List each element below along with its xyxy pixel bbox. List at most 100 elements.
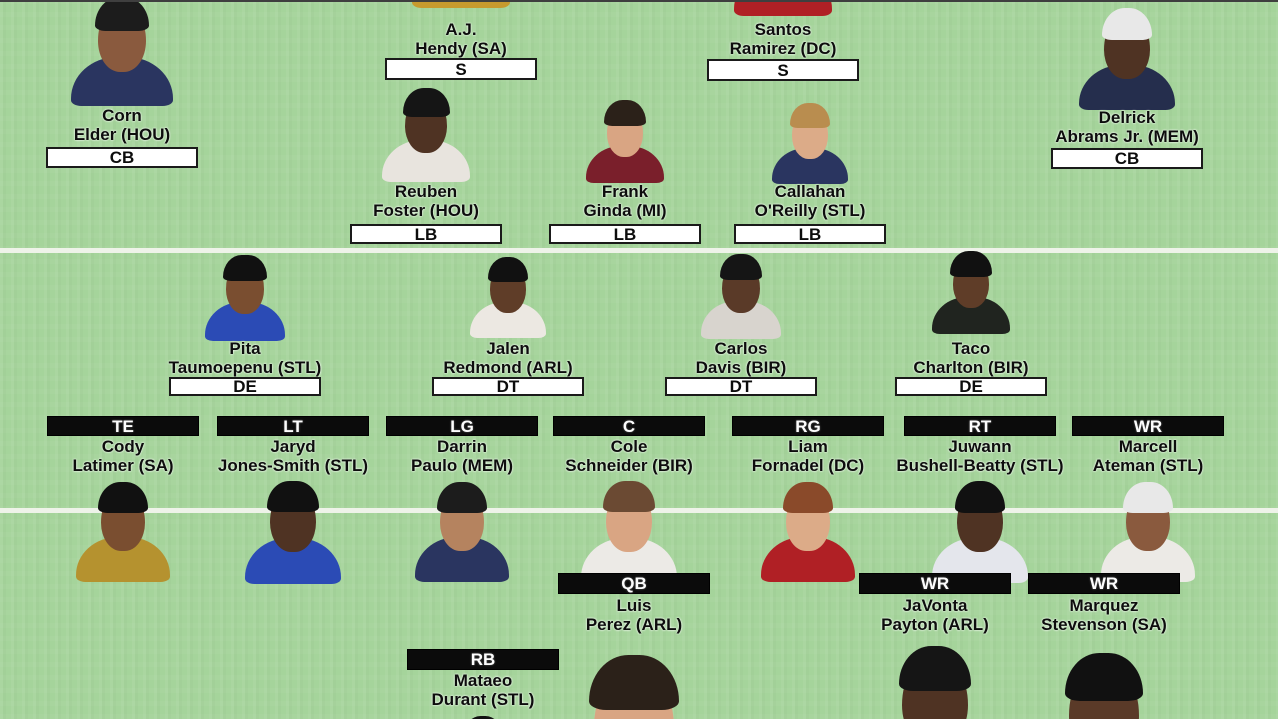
avatar-hair <box>1101 8 1153 40</box>
player-last-name-team: Perez (ARL) <box>585 615 683 634</box>
player-first-name: Darrin <box>436 437 488 456</box>
player-photo-santos-ramirez <box>727 0 839 16</box>
position-badge-carlos-davis: DT <box>665 377 817 396</box>
position-badge-cody-latimer: TE <box>47 416 199 436</box>
position-badge-label: CB <box>109 148 135 167</box>
player-last-name-team: Elder (HOU) <box>73 125 171 144</box>
player-name-corn-elder: Corn Elder (HOU) <box>0 106 252 144</box>
player-first-name: Frank <box>601 182 649 201</box>
player-name-delrick-abrams-jr: Delrick Abrams Jr. (MEM) <box>997 108 1257 146</box>
avatar-hair <box>604 100 646 126</box>
player-photo-mataeo-durant <box>443 711 523 719</box>
player-name-carlos-davis: Carlos Davis (BIR) <box>611 339 871 377</box>
position-badge-label: CB <box>1114 149 1140 168</box>
player-photo-jalen-redmond <box>465 252 551 338</box>
player-photo-aj-hendy <box>405 0 517 8</box>
avatar-hair <box>98 482 148 514</box>
position-badge-jalen-redmond: DT <box>432 377 584 396</box>
avatar-hair <box>487 257 529 283</box>
player-name-mataeo-durant: Mataeo Durant (STL) <box>353 671 613 709</box>
player-first-name: Jaryd <box>270 437 316 456</box>
player-last-name-team: Davis (BIR) <box>695 358 787 377</box>
player-first-name: Reuben <box>394 182 458 201</box>
player-photo-pita-taumoepenu <box>199 249 291 341</box>
player-name-javonta-payton: JaVonta Payton (ARL) <box>805 596 1065 634</box>
player-name-reuben-foster: Reuben Foster (HOU) <box>296 182 556 220</box>
position-badge-label: LB <box>613 224 637 244</box>
player-last-name-team: Ramirez (DC) <box>729 39 837 58</box>
player-last-name-team: Redmond (ARL) <box>443 358 573 377</box>
avatar-jersey <box>733 0 833 16</box>
avatar-hair <box>954 481 1006 513</box>
avatar-hair <box>402 88 450 117</box>
player-first-name: Corn <box>102 106 142 125</box>
avatar-hair <box>898 646 972 692</box>
position-badge-label: RB <box>470 650 496 669</box>
player-last-name-team: Abrams Jr. (MEM) <box>1055 127 1199 146</box>
player-first-name: JaVonta <box>902 596 968 615</box>
player-photo-reuben-foster <box>376 82 476 182</box>
position-badge-label: LB <box>798 224 822 244</box>
player-first-name: A.J. <box>445 20 477 39</box>
position-badge-cole-schneider: C <box>553 416 705 436</box>
player-photo-delrick-abrams-jr <box>1073 2 1181 110</box>
avatar-hair <box>223 254 267 282</box>
position-badge-label: QB <box>621 574 647 593</box>
player-name-luis-perez: Luis Perez (ARL) <box>504 596 764 634</box>
avatar-hair <box>589 655 679 711</box>
avatar-hair <box>437 482 487 514</box>
position-badge-santos-ramirez: S <box>707 59 859 81</box>
player-last-name-team: Charlton (BIR) <box>913 358 1029 377</box>
player-last-name-team: Hendy (SA) <box>415 39 507 58</box>
avatar-hair <box>603 480 655 513</box>
position-badge-label: DT <box>729 377 753 396</box>
position-badge-marquez-stevenson: WR <box>1028 573 1180 594</box>
position-badge-label: C <box>622 416 636 436</box>
player-first-name: Cody <box>101 437 145 456</box>
player-photo-jaryd-jones-smith <box>238 474 348 584</box>
position-badge-luis-perez: QB <box>558 573 710 594</box>
avatar-hair <box>1065 652 1143 701</box>
player-first-name: Marcell <box>1118 437 1178 456</box>
player-first-name: Taco <box>951 339 991 358</box>
position-badge-mataeo-durant: RB <box>407 649 559 670</box>
player-photo-marcell-ateman <box>1095 476 1201 582</box>
player-name-pita-taumoepenu: Pita Taumoepenu (STL) <box>115 339 375 377</box>
player-name-santos-ramirez: Santos Ramirez (DC) <box>653 20 913 58</box>
player-first-name: Luis <box>616 596 652 615</box>
player-name-darrin-paulo: Darrin Paulo (MEM) <box>332 437 592 475</box>
avatar-hair <box>464 715 502 719</box>
player-last-name-team: Taumoepenu (STL) <box>168 358 322 377</box>
player-photo-cole-schneider <box>574 474 684 584</box>
avatar-hair <box>950 251 992 277</box>
player-photo-javonta-payton <box>858 637 1013 719</box>
position-badge-jaryd-jones-smith: LT <box>217 416 369 436</box>
player-photo-carlos-davis <box>696 249 786 339</box>
player-last-name-team: Schneider (BIR) <box>565 456 693 475</box>
position-badge-marcell-ateman: WR <box>1072 416 1224 436</box>
player-name-frank-ginda: Frank Ginda (MI) <box>495 182 755 220</box>
player-name-cole-schneider: Cole Schneider (BIR) <box>499 437 759 475</box>
avatar-hair <box>789 103 831 129</box>
avatar-jersey <box>411 0 511 8</box>
position-badge-delrick-abrams-jr: CB <box>1051 148 1203 169</box>
player-name-jalen-redmond: Jalen Redmond (ARL) <box>378 339 638 377</box>
player-last-name-team: Fornadel (DC) <box>751 456 865 475</box>
position-badge-aj-hendy: S <box>385 58 537 80</box>
position-badge-liam-fornadel: RG <box>732 416 884 436</box>
player-first-name: Callahan <box>774 182 846 201</box>
player-last-name-team: Jones-Smith (STL) <box>217 456 369 475</box>
player-last-name-team: Paulo (MEM) <box>411 456 513 475</box>
position-badge-reuben-foster: LB <box>350 224 502 244</box>
player-first-name: Delrick <box>1098 108 1156 127</box>
player-name-marcell-ateman: Marcell Ateman (STL) <box>1018 437 1278 475</box>
player-last-name-team: Latimer (SA) <box>72 456 174 475</box>
position-badge-label: DE <box>959 377 983 396</box>
position-badge-corn-elder: CB <box>46 147 198 168</box>
player-name-callahan-oreilly: Callahan O'Reilly (STL) <box>680 182 940 220</box>
position-badge-label: RG <box>795 416 821 436</box>
position-badge-label: S <box>777 60 789 80</box>
player-photo-cody-latimer <box>70 476 176 582</box>
position-badge-taco-charlton: DE <box>895 377 1047 396</box>
